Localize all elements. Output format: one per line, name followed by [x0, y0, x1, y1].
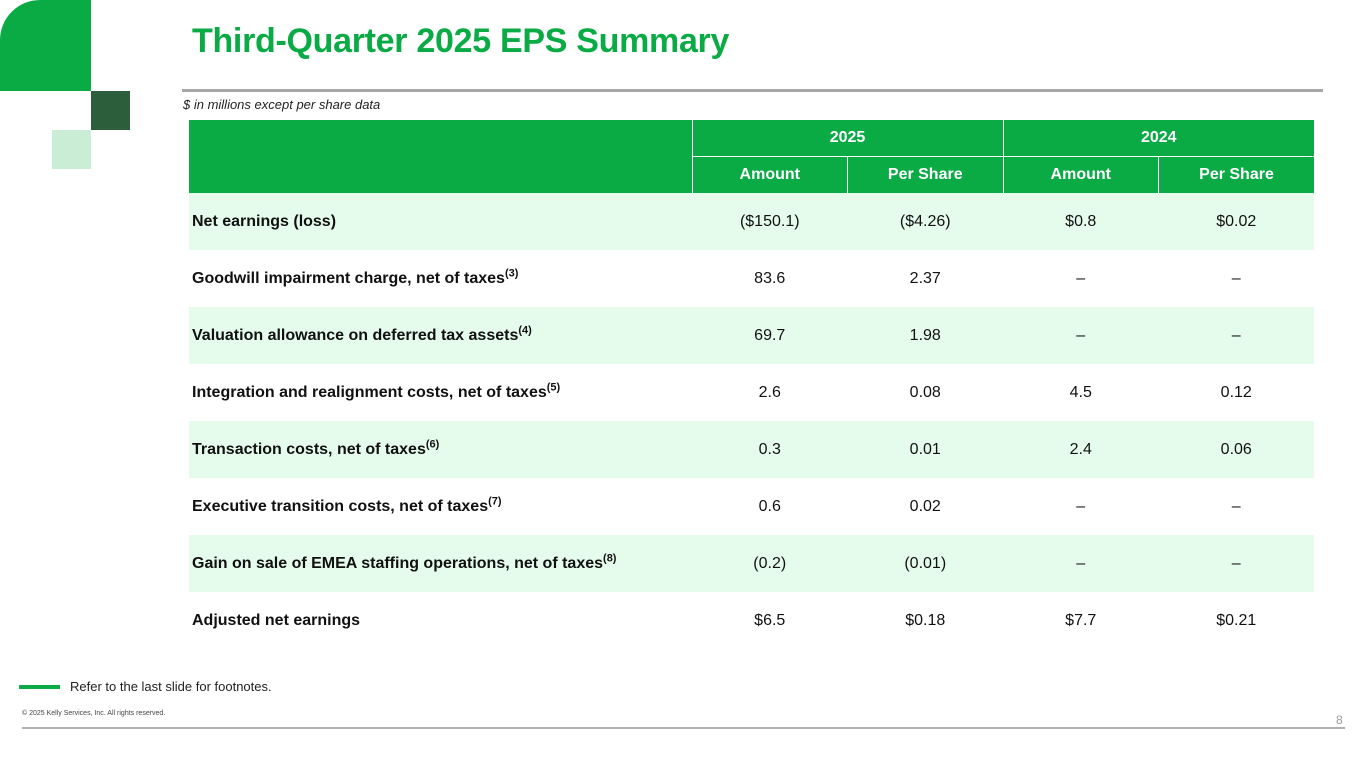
title-divider	[182, 89, 1323, 92]
cell-amount-2024: $7.7	[1065, 611, 1097, 629]
row-label: Executive transition costs, net of taxes…	[189, 478, 692, 535]
cell-amount-2025: 0.6	[758, 497, 781, 515]
table-row: Adjusted net earnings $6.5 $0.18 $7.7 $0…	[189, 592, 1314, 649]
cell-amount-2024: –	[1076, 269, 1086, 287]
row-label: Adjusted net earnings	[189, 592, 692, 649]
footer-divider	[22, 727, 1345, 729]
cell-per-share-2024: $0.02	[1216, 212, 1257, 230]
cell-amount-2025: (0.2)	[753, 554, 787, 572]
table-row: Net earnings (loss) ($150.1) ($4.26) $0.…	[189, 193, 1314, 250]
header-blank-cell	[189, 120, 692, 193]
cell-per-share-2025: 0.08	[909, 383, 941, 401]
cell-per-share-2024: –	[1231, 326, 1241, 344]
row-label-text: Gain on sale of EMEA staffing operations…	[192, 554, 604, 572]
footnote-marker: (4)	[518, 324, 532, 337]
row-label-text: Adjusted net earnings	[192, 611, 361, 629]
cell-per-share-2024: –	[1231, 554, 1241, 572]
row-label-text: Transaction costs, net of taxes	[192, 440, 426, 458]
header-amount-2024: Amount	[1002, 156, 1159, 193]
footnote-reference: Refer to the last slide for footnotes.	[70, 679, 272, 694]
copyright-notice: © 2025 Kelly Services, Inc. All rights r…	[22, 710, 166, 717]
cell-amount-2024: –	[1076, 497, 1086, 515]
header-amount-2025: Amount	[691, 156, 848, 193]
table-row: Gain on sale of EMEA staffing operations…	[189, 535, 1314, 592]
table-row: Executive transition costs, net of taxes…	[189, 478, 1314, 535]
table-row: Goodwill impairment charge, net of taxes…	[189, 250, 1314, 307]
cell-amount-2025: 83.6	[754, 269, 786, 287]
cell-per-share-2024: –	[1231, 269, 1241, 287]
header-per-share-2024: Per Share	[1158, 156, 1314, 193]
table-header-columns: Amount Per Share Amount Per Share	[189, 156, 1314, 193]
row-label-text: Valuation allowance on deferred tax asse…	[192, 326, 519, 344]
header-per-share-2025: Per Share	[847, 156, 1003, 193]
footnote-marker: (6)	[425, 438, 440, 451]
cell-amount-2024: 2.4	[1069, 440, 1092, 458]
cell-amount-2025: 2.6	[758, 383, 781, 401]
table-row: Transaction costs, net of taxes(6) 0.3 0…	[189, 421, 1314, 478]
eps-summary-table: 2025 2024 Amount Per Share Amount Per Sh…	[189, 120, 1314, 649]
cell-per-share-2025: 0.01	[909, 440, 941, 458]
cell-per-share-2024: –	[1231, 497, 1241, 515]
footnote-marker: (7)	[488, 495, 502, 508]
cell-per-share-2024: $0.21	[1216, 611, 1257, 629]
row-label-text: Integration and realignment costs, net o…	[192, 383, 547, 401]
row-label: Gain on sale of EMEA staffing operations…	[189, 535, 692, 592]
row-label: Goodwill impairment charge, net of taxes…	[189, 250, 692, 307]
cell-per-share-2025: ($4.26)	[899, 212, 951, 230]
cell-per-share-2025: 0.02	[909, 497, 941, 515]
row-label: Transaction costs, net of taxes(6)	[189, 421, 692, 478]
page-title: Third-Quarter 2025 EPS Summary	[192, 22, 730, 60]
cell-per-share-2025: 2.37	[909, 269, 941, 287]
decorative-square-dark	[91, 91, 130, 130]
cell-per-share-2024: 0.12	[1220, 383, 1252, 401]
footnote-marker: (3)	[504, 267, 519, 280]
row-label-text: Net earnings (loss)	[192, 212, 337, 230]
cell-amount-2024: 4.5	[1069, 383, 1092, 401]
table-row: Integration and realignment costs, net o…	[189, 364, 1314, 421]
table-row: Valuation allowance on deferred tax asse…	[189, 307, 1314, 364]
row-label-text: Goodwill impairment charge, net of taxes	[192, 269, 505, 287]
cell-per-share-2025: 1.98	[909, 326, 941, 344]
footnote-accent-bar	[19, 685, 60, 689]
cell-amount-2025: 69.7	[754, 326, 786, 344]
cell-amount-2024: –	[1076, 554, 1086, 572]
table-header-years: 2025 2024	[189, 120, 1314, 193]
units-note: $ in millions except per share data	[183, 97, 381, 112]
cell-amount-2024: $0.8	[1065, 212, 1097, 230]
row-label: Integration and realignment costs, net o…	[189, 364, 692, 421]
cell-amount-2025: 0.3	[758, 440, 781, 458]
footnote-marker: (8)	[603, 552, 617, 565]
cell-per-share-2024: 0.06	[1220, 440, 1252, 458]
row-label: Valuation allowance on deferred tax asse…	[189, 307, 692, 364]
header-year-2025: 2025	[691, 120, 1003, 157]
cell-per-share-2025: $0.18	[905, 611, 946, 629]
footnote-marker: (5)	[546, 381, 561, 394]
cell-amount-2025: ($150.1)	[739, 212, 800, 230]
cell-amount-2024: –	[1076, 326, 1086, 344]
decorative-square-light	[52, 130, 91, 169]
page-number: 8	[1336, 713, 1343, 727]
decorative-square-large	[0, 0, 91, 91]
header-year-2024: 2024	[1002, 120, 1314, 157]
row-label-text: Executive transition costs, net of taxes	[192, 497, 489, 515]
cell-amount-2025: $6.5	[754, 611, 786, 629]
row-label: Net earnings (loss)	[189, 193, 692, 250]
cell-per-share-2025: (0.01)	[904, 554, 947, 572]
